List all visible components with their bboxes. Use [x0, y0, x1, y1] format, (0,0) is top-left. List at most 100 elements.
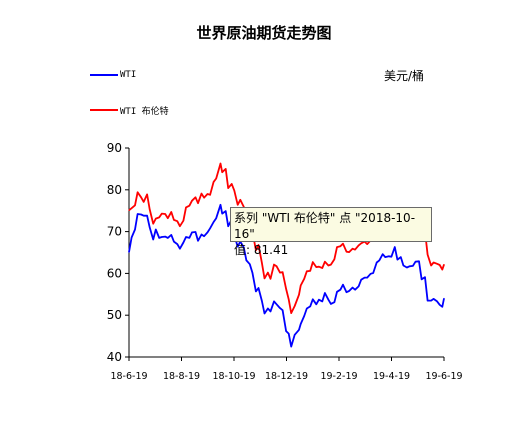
- data-point[interactable]: [167, 237, 169, 239]
- data-point[interactable]: [219, 162, 222, 165]
- data-point[interactable]: [443, 264, 445, 266]
- data-point[interactable]: [408, 265, 411, 267]
- data-point[interactable]: [237, 204, 239, 206]
- data-point[interactable]: [345, 291, 348, 293]
- data-point[interactable]: [155, 218, 157, 220]
- data-point[interactable]: [441, 306, 443, 308]
- data-point[interactable]: [276, 303, 278, 305]
- data-point[interactable]: [200, 233, 203, 236]
- data-point[interactable]: [221, 171, 223, 173]
- data-point[interactable]: [237, 246, 239, 248]
- data-point[interactable]: [370, 273, 372, 275]
- data-point[interactable]: [170, 211, 172, 213]
- data-point[interactable]: [394, 246, 396, 248]
- data-point[interactable]: [158, 237, 160, 239]
- data-point[interactable]: [128, 251, 130, 253]
- data-point[interactable]: [402, 264, 404, 267]
- data-point[interactable]: [330, 264, 332, 266]
- data-point[interactable]: [194, 231, 197, 233]
- data-point[interactable]: [167, 217, 169, 219]
- data-point[interactable]: [436, 263, 438, 265]
- data-point[interactable]: [249, 263, 251, 265]
- data-point[interactable]: [215, 177, 217, 180]
- data-point[interactable]: [269, 310, 272, 312]
- data-point[interactable]: [221, 213, 223, 215]
- data-point[interactable]: [164, 213, 166, 215]
- data-point[interactable]: [146, 215, 148, 217]
- data-point[interactable]: [414, 261, 417, 263]
- data-point[interactable]: [327, 299, 329, 301]
- data-point[interactable]: [315, 266, 317, 268]
- data-point[interactable]: [231, 183, 233, 185]
- data-point[interactable]: [255, 290, 257, 292]
- data-point[interactable]: [158, 216, 160, 218]
- data-point[interactable]: [406, 266, 408, 269]
- data-point[interactable]: [294, 334, 296, 336]
- data-point[interactable]: [384, 256, 386, 258]
- data-point[interactable]: [306, 307, 308, 310]
- data-point[interactable]: [206, 193, 209, 195]
- data-point[interactable]: [303, 278, 305, 280]
- data-point[interactable]: [333, 301, 335, 303]
- data-point[interactable]: [173, 241, 175, 243]
- data-point[interactable]: [213, 221, 215, 223]
- data-point[interactable]: [321, 267, 323, 269]
- data-point[interactable]: [273, 300, 275, 302]
- data-point[interactable]: [439, 304, 441, 306]
- data-point[interactable]: [134, 228, 136, 231]
- data-point[interactable]: [161, 236, 163, 238]
- data-point[interactable]: [378, 259, 380, 261]
- data-point[interactable]: [360, 279, 362, 281]
- data-point[interactable]: [243, 246, 245, 249]
- data-point[interactable]: [366, 243, 368, 245]
- data-point[interactable]: [206, 231, 209, 233]
- data-point[interactable]: [436, 300, 438, 302]
- data-point[interactable]: [306, 270, 308, 272]
- data-point[interactable]: [149, 226, 151, 228]
- data-point[interactable]: [441, 269, 443, 271]
- data-point[interactable]: [412, 265, 414, 267]
- data-point[interactable]: [430, 300, 432, 302]
- data-point[interactable]: [348, 251, 350, 253]
- data-point[interactable]: [400, 256, 402, 258]
- data-point[interactable]: [430, 264, 432, 267]
- data-point[interactable]: [267, 272, 269, 274]
- data-point[interactable]: [143, 201, 145, 203]
- data-point[interactable]: [351, 248, 354, 250]
- data-point[interactable]: [209, 227, 211, 229]
- data-point[interactable]: [273, 264, 275, 266]
- data-point[interactable]: [336, 246, 338, 248]
- data-point[interactable]: [131, 207, 133, 209]
- data-point[interactable]: [149, 208, 151, 210]
- data-point[interactable]: [345, 251, 348, 253]
- data-point[interactable]: [152, 223, 154, 225]
- data-point[interactable]: [342, 284, 344, 286]
- data-point[interactable]: [251, 272, 253, 274]
- data-point[interactable]: [209, 194, 211, 196]
- data-point[interactable]: [382, 253, 384, 255]
- data-point[interactable]: [137, 213, 139, 215]
- data-point[interactable]: [342, 243, 344, 245]
- data-point[interactable]: [290, 346, 292, 348]
- data-point[interactable]: [372, 272, 374, 274]
- data-point[interactable]: [140, 196, 142, 198]
- data-point[interactable]: [203, 197, 205, 199]
- data-point[interactable]: [351, 287, 354, 289]
- data-point[interactable]: [191, 231, 193, 233]
- data-point[interactable]: [140, 213, 142, 216]
- data-point[interactable]: [227, 187, 229, 189]
- data-point[interactable]: [300, 323, 302, 325]
- data-point[interactable]: [185, 236, 187, 238]
- data-point[interactable]: [312, 298, 314, 300]
- data-point[interactable]: [176, 220, 178, 222]
- data-point[interactable]: [203, 235, 205, 237]
- data-point[interactable]: [233, 190, 235, 192]
- data-point[interactable]: [200, 193, 203, 195]
- data-point[interactable]: [179, 225, 181, 227]
- data-point[interactable]: [155, 228, 157, 231]
- data-point[interactable]: [298, 329, 300, 331]
- data-point[interactable]: [427, 300, 429, 302]
- data-point[interactable]: [327, 264, 329, 267]
- data-point[interactable]: [439, 264, 441, 266]
- data-point[interactable]: [324, 292, 326, 294]
